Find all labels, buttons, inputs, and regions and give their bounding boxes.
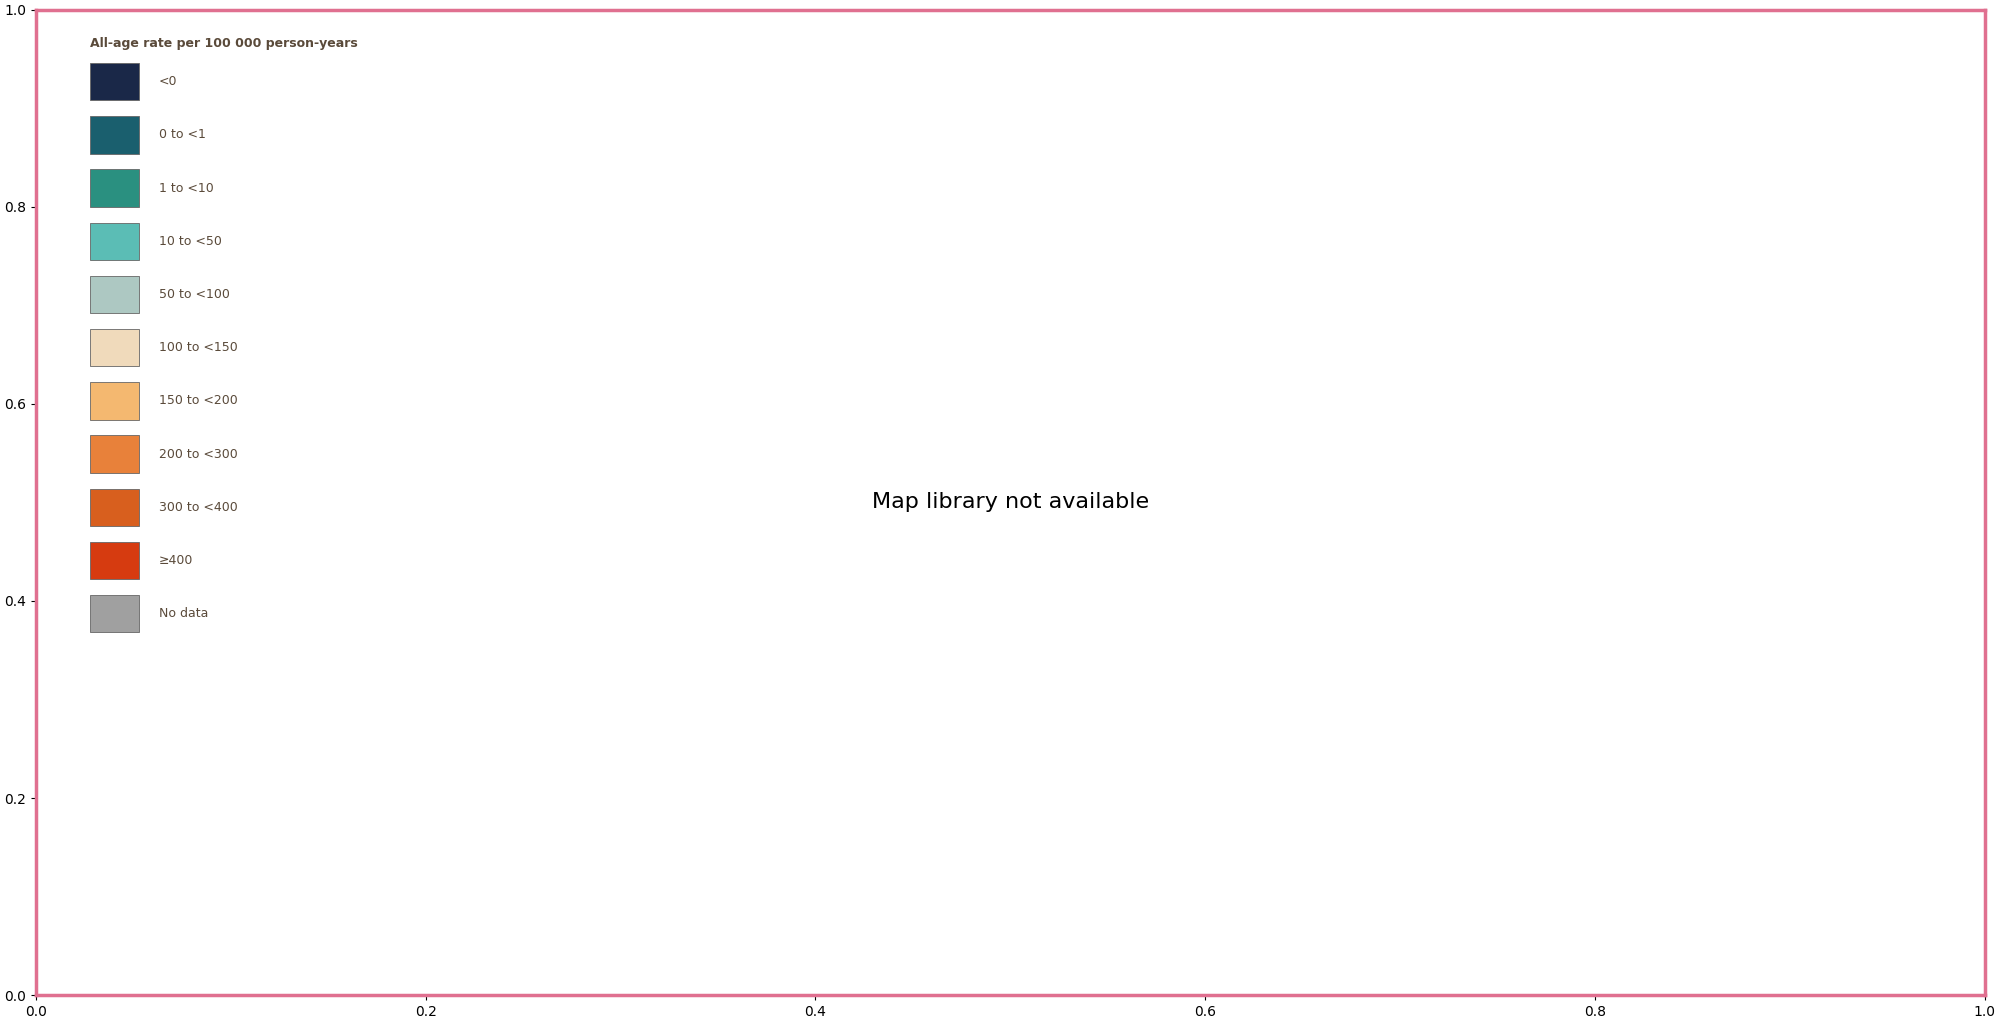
Text: 200 to <300: 200 to <300: [158, 448, 238, 460]
FancyBboxPatch shape: [90, 329, 140, 366]
Text: 100 to <150: 100 to <150: [158, 342, 238, 354]
Text: 0 to <1: 0 to <1: [158, 128, 206, 141]
Text: 300 to <400: 300 to <400: [158, 501, 238, 514]
Text: 1 to <10: 1 to <10: [158, 181, 214, 194]
Text: No data: No data: [158, 608, 208, 620]
Text: 50 to <100: 50 to <100: [158, 287, 230, 301]
Text: <0: <0: [158, 75, 178, 88]
Text: 150 to <200: 150 to <200: [158, 395, 238, 407]
Text: ≥400: ≥400: [158, 554, 194, 567]
FancyBboxPatch shape: [90, 116, 140, 153]
FancyBboxPatch shape: [90, 276, 140, 313]
FancyBboxPatch shape: [90, 62, 140, 100]
Text: 10 to <50: 10 to <50: [158, 234, 222, 248]
Text: All-age rate per 100 000 person-years: All-age rate per 100 000 person-years: [90, 37, 358, 50]
FancyBboxPatch shape: [90, 383, 140, 419]
FancyBboxPatch shape: [90, 170, 140, 207]
FancyBboxPatch shape: [90, 223, 140, 260]
Text: Map library not available: Map library not available: [872, 492, 1148, 513]
FancyBboxPatch shape: [90, 436, 140, 473]
FancyBboxPatch shape: [90, 542, 140, 579]
FancyBboxPatch shape: [90, 595, 140, 632]
FancyBboxPatch shape: [90, 489, 140, 526]
